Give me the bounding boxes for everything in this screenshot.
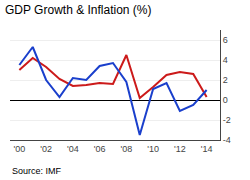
svg-text:0: 0 bbox=[223, 95, 228, 105]
svg-text:4: 4 bbox=[223, 55, 228, 65]
svg-text:'04: '04 bbox=[67, 144, 79, 154]
svg-text:GDP Growth & Inflation (%): GDP Growth & Inflation (%) bbox=[5, 3, 152, 17]
svg-text:6: 6 bbox=[223, 35, 228, 45]
svg-text:-2: -2 bbox=[223, 115, 231, 125]
svg-text:Source: IMF: Source: IMF bbox=[12, 166, 62, 176]
svg-text:'02: '02 bbox=[40, 144, 52, 154]
svg-text:'12: '12 bbox=[174, 144, 186, 154]
svg-text:'14: '14 bbox=[201, 144, 213, 154]
svg-text:'06: '06 bbox=[94, 144, 106, 154]
svg-text:'00: '00 bbox=[13, 144, 25, 154]
svg-text:'10: '10 bbox=[147, 144, 159, 154]
svg-text:2: 2 bbox=[223, 75, 228, 85]
svg-text:-4: -4 bbox=[223, 135, 231, 145]
svg-text:'08: '08 bbox=[121, 144, 133, 154]
